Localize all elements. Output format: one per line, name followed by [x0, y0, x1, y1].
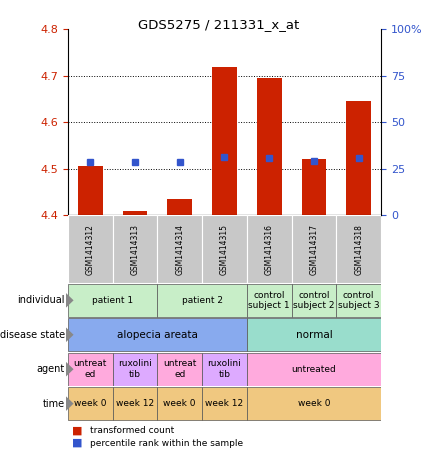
- Text: GSM1414316: GSM1414316: [265, 224, 274, 275]
- Text: week 12: week 12: [205, 399, 244, 408]
- Text: control
subject 2: control subject 2: [293, 291, 335, 310]
- Bar: [336, 215, 381, 283]
- Text: GSM1414318: GSM1414318: [354, 224, 363, 275]
- Bar: [68, 353, 113, 386]
- Bar: [292, 215, 336, 283]
- Text: untreated: untreated: [292, 365, 336, 374]
- Bar: [68, 387, 113, 420]
- Bar: [247, 387, 381, 420]
- Text: week 0: week 0: [298, 399, 330, 408]
- Bar: [247, 215, 292, 283]
- Bar: [78, 166, 102, 215]
- Bar: [336, 284, 381, 317]
- Polygon shape: [66, 327, 74, 342]
- Text: percentile rank within the sample: percentile rank within the sample: [90, 439, 243, 448]
- Text: transformed count: transformed count: [90, 426, 174, 435]
- Text: control
subject 1: control subject 1: [248, 291, 290, 310]
- Text: GSM1414312: GSM1414312: [86, 224, 95, 275]
- Text: GSM1414315: GSM1414315: [220, 224, 229, 275]
- Text: untreat
ed: untreat ed: [74, 360, 107, 379]
- Polygon shape: [66, 361, 74, 377]
- Bar: [68, 318, 247, 351]
- Bar: [257, 78, 282, 215]
- Bar: [202, 387, 247, 420]
- Bar: [68, 215, 113, 283]
- Text: GSM1414317: GSM1414317: [310, 224, 318, 275]
- Text: patient 2: patient 2: [182, 296, 223, 305]
- Bar: [346, 101, 371, 215]
- Bar: [247, 353, 381, 386]
- Text: control
subject 3: control subject 3: [338, 291, 379, 310]
- Bar: [167, 199, 192, 215]
- Bar: [247, 284, 292, 317]
- Bar: [292, 284, 336, 317]
- Bar: [157, 284, 247, 317]
- Bar: [113, 353, 157, 386]
- Text: ruxolini
tib: ruxolini tib: [208, 360, 241, 379]
- Text: GSM1414313: GSM1414313: [131, 224, 139, 275]
- Bar: [202, 353, 247, 386]
- Bar: [247, 318, 381, 351]
- Bar: [123, 212, 147, 215]
- Text: patient 1: patient 1: [92, 296, 133, 305]
- Text: disease state: disease state: [0, 330, 65, 340]
- Text: ■: ■: [72, 425, 83, 435]
- Text: ruxolini
tib: ruxolini tib: [118, 360, 152, 379]
- Text: time: time: [42, 399, 65, 409]
- Polygon shape: [66, 396, 74, 411]
- Polygon shape: [66, 293, 74, 308]
- Text: individual: individual: [18, 295, 65, 305]
- Bar: [113, 387, 157, 420]
- Bar: [113, 215, 157, 283]
- Text: week 0: week 0: [74, 399, 106, 408]
- Text: normal: normal: [296, 330, 332, 340]
- Text: ■: ■: [72, 438, 83, 448]
- Bar: [157, 353, 202, 386]
- Text: week 0: week 0: [163, 399, 196, 408]
- Bar: [212, 67, 237, 215]
- Bar: [68, 284, 157, 317]
- Text: week 12: week 12: [116, 399, 154, 408]
- Text: untreat
ed: untreat ed: [163, 360, 196, 379]
- Text: GDS5275 / 211331_x_at: GDS5275 / 211331_x_at: [138, 18, 300, 31]
- Bar: [157, 215, 202, 283]
- Text: agent: agent: [37, 364, 65, 374]
- Text: alopecia areata: alopecia areata: [117, 330, 198, 340]
- Bar: [157, 387, 202, 420]
- Text: GSM1414314: GSM1414314: [175, 224, 184, 275]
- Bar: [202, 215, 247, 283]
- Bar: [302, 159, 326, 215]
